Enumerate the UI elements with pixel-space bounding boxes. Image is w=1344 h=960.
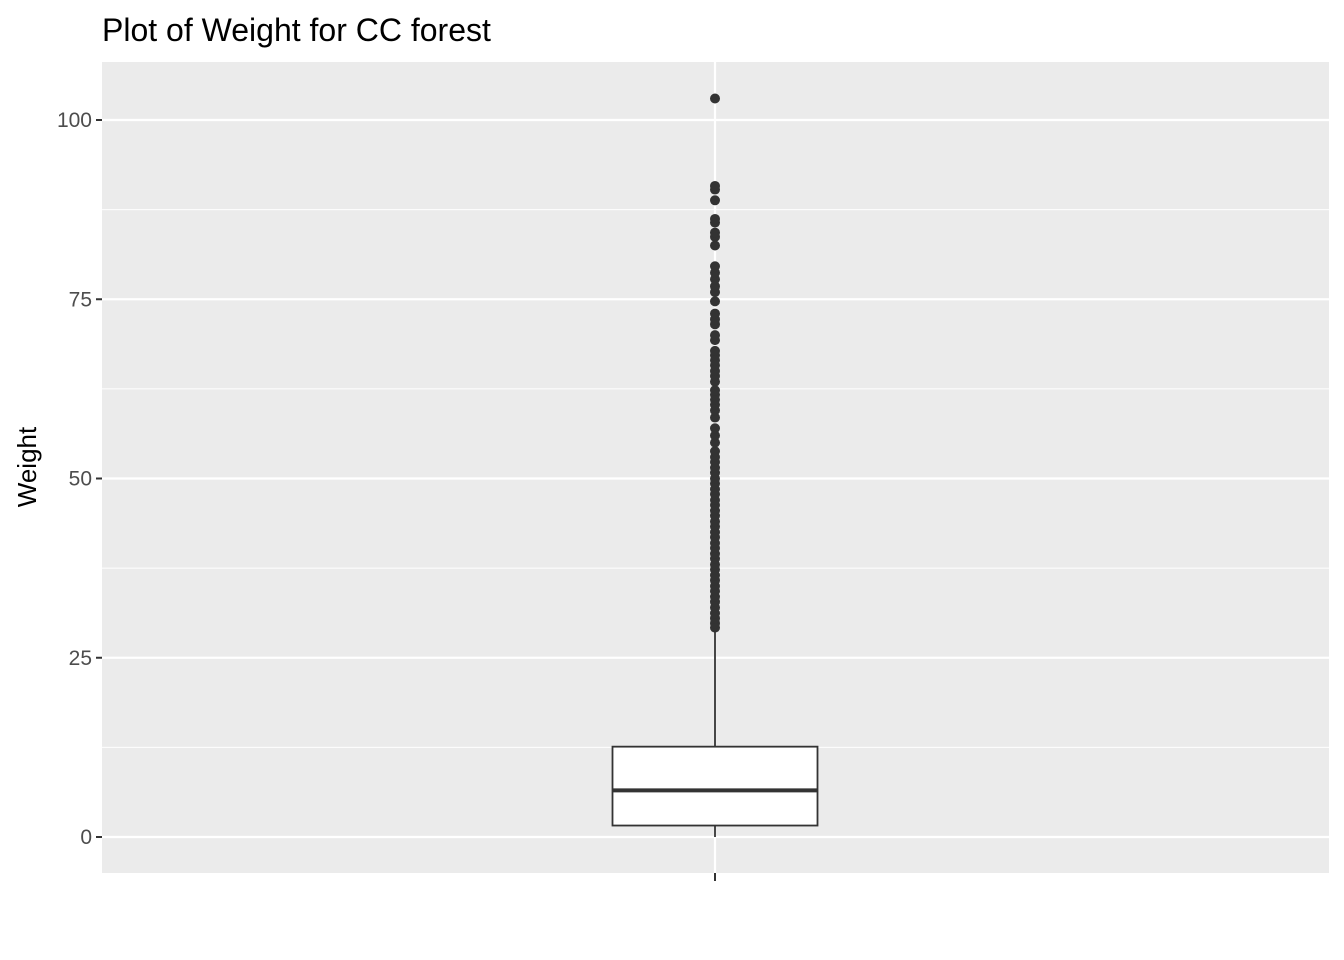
outlier-point (710, 385, 720, 396)
outlier-point (710, 412, 720, 423)
outlier-points (710, 93, 720, 633)
interquartile-box (611, 745, 819, 827)
outlier-point (710, 240, 720, 251)
y-tick-label: 75 (69, 288, 92, 311)
outlier-point (710, 180, 720, 191)
y-axis-label: Weight (12, 426, 42, 507)
outlier-point (710, 308, 720, 319)
outlier-point (710, 281, 720, 292)
outlier-point (710, 345, 720, 356)
outlier-point (710, 296, 720, 307)
outlier-point (710, 430, 720, 441)
outlier-point (710, 195, 720, 206)
outlier-point (710, 261, 720, 272)
y-tick-label: 50 (69, 468, 92, 491)
y-tick-label: 25 (69, 647, 92, 670)
outlier-point (710, 93, 720, 104)
outlier-point (710, 227, 720, 238)
chart-title: Plot of Weight for CC forest (102, 12, 491, 48)
y-axis-ticks: 0 25 50 75 100 (57, 109, 716, 881)
outlier-point (710, 437, 720, 448)
outlier-point (710, 446, 720, 457)
box-series (611, 629, 819, 837)
outlier-point (710, 330, 720, 341)
y-tick-label: 100 (57, 109, 92, 132)
outlier-point (710, 423, 720, 434)
y-tick-label: 0 (80, 826, 92, 849)
outlier-point (710, 213, 720, 224)
